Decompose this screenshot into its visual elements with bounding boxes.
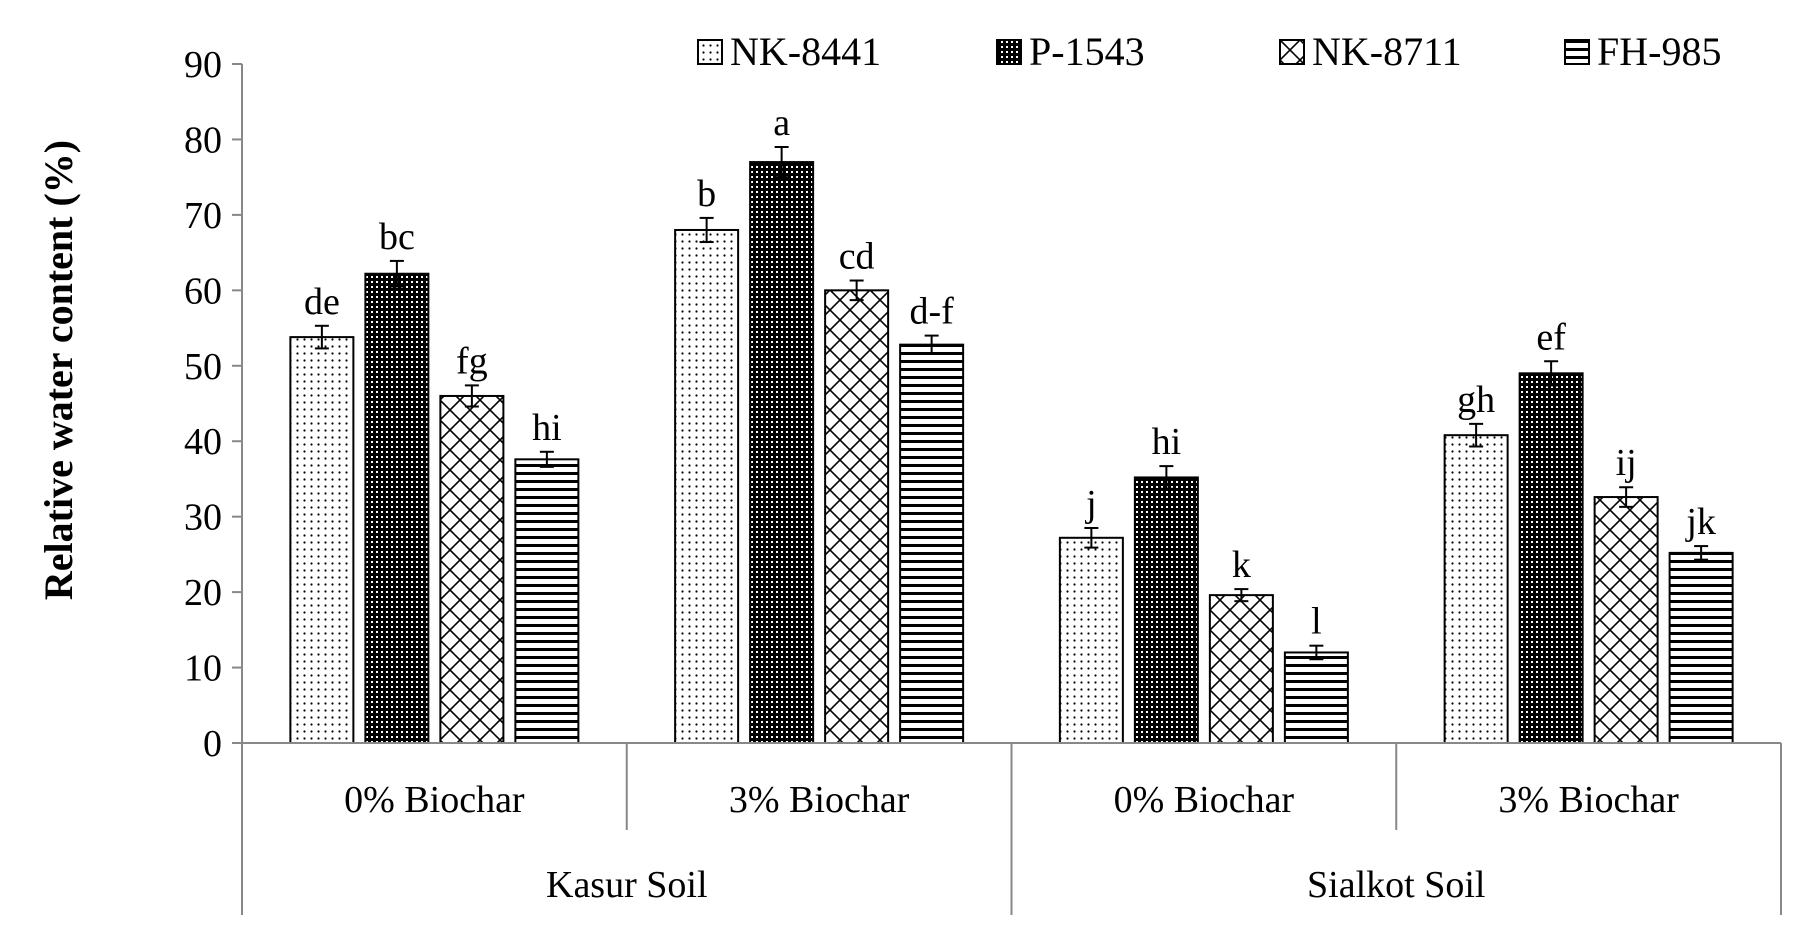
significance-letter: fg <box>456 340 488 382</box>
bar-nk-8711 <box>439 394 505 744</box>
y-axis: 0 10 20 30 40 50 60 70 80 90 <box>184 44 243 765</box>
y-tick-label: 80 <box>184 119 222 161</box>
x-group-label: Kasur Soil <box>546 864 708 906</box>
legend: NK-8441 P-1543 NK-8711 FH-985 <box>697 29 1721 74</box>
legend-swatch <box>1279 39 1305 65</box>
bar-nk-8711 <box>1593 496 1659 744</box>
bar-nk-8711 <box>824 289 890 744</box>
legend-swatch <box>996 39 1022 65</box>
bar-fh-985 <box>1283 651 1349 745</box>
y-tick-label: 20 <box>184 572 222 614</box>
significance-letter: b <box>697 173 716 215</box>
bar-nk-8711 <box>1208 594 1274 745</box>
y-tick-label: 60 <box>184 270 222 312</box>
significance-letter: ef <box>1536 316 1566 358</box>
legend-label: FH-985 <box>1597 29 1721 74</box>
bar-fh-985 <box>1668 551 1734 744</box>
bar-fh-985 <box>514 458 580 744</box>
x-category-label: 0% Biochar <box>344 779 525 821</box>
legend-label: NK-8711 <box>1312 29 1462 74</box>
y-tick-label: 40 <box>184 421 222 463</box>
bar-p-1543 <box>1518 372 1584 744</box>
significance-letter: cd <box>839 236 875 278</box>
y-tick-label: 90 <box>184 44 222 86</box>
bar-nk-8441 <box>1443 434 1509 744</box>
x-category-label: 3% Biochar <box>729 779 910 821</box>
legend-swatch <box>697 39 723 65</box>
bar-nk-8441 <box>289 336 355 744</box>
x-group-label: Sialkot Soil <box>1307 864 1485 906</box>
legend-label: P-1543 <box>1029 29 1145 74</box>
y-tick-label: 0 <box>203 723 222 765</box>
bar-nk-8441 <box>674 228 740 744</box>
bar-nk-8441 <box>1058 536 1124 745</box>
significance-letter: jk <box>1684 501 1716 543</box>
bar-fh-985 <box>899 343 965 744</box>
significance-letter: bc <box>379 216 415 258</box>
y-axis-label: Relative water content (%) <box>36 140 81 600</box>
significance-letter: gh <box>1457 379 1495 421</box>
significance-letter: hi <box>1152 421 1182 463</box>
significance-letter: de <box>304 281 340 323</box>
x-category-label: 0% Biochar <box>1114 779 1295 821</box>
legend-swatch <box>1564 39 1590 65</box>
y-tick-label: 30 <box>184 497 222 539</box>
bar-p-1543 <box>364 272 430 744</box>
bar-p-1543 <box>749 161 815 745</box>
y-tick-label: 70 <box>184 195 222 237</box>
significance-letter: a <box>773 102 790 144</box>
significance-letter: j <box>1084 483 1097 525</box>
significance-letter: d-f <box>909 291 954 333</box>
significance-letter: ij <box>1616 442 1637 484</box>
y-tick-label: 50 <box>184 346 222 388</box>
x-axis: 0% Biochar 3% Biochar 0% Biochar 3% Biochar… <box>241 742 1782 915</box>
significance-letter: hi <box>532 407 562 449</box>
x-category-label: 3% Biochar <box>1498 779 1679 821</box>
y-tick-label: 10 <box>184 648 222 690</box>
significance-letter: l <box>1311 601 1322 643</box>
bar-p-1543 <box>1133 476 1199 744</box>
legend-label: NK-8441 <box>730 29 881 74</box>
significance-letter: k <box>1232 544 1251 586</box>
